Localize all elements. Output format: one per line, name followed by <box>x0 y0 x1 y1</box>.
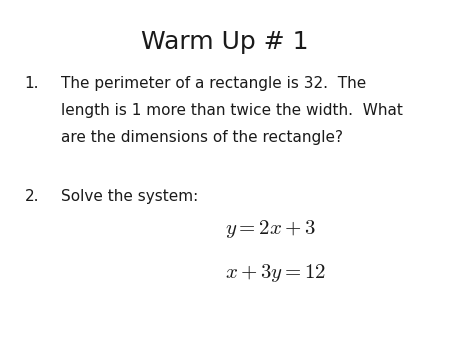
Text: $x + 3y = 12$: $x + 3y = 12$ <box>225 262 326 284</box>
Text: $y = 2x + 3$: $y = 2x + 3$ <box>225 218 316 240</box>
Text: The perimeter of a rectangle is 32.  The: The perimeter of a rectangle is 32. The <box>61 76 366 91</box>
Text: are the dimensions of the rectangle?: are the dimensions of the rectangle? <box>61 130 343 145</box>
Text: length is 1 more than twice the width.  What: length is 1 more than twice the width. W… <box>61 103 403 118</box>
Text: 2.: 2. <box>25 189 39 204</box>
Text: Warm Up # 1: Warm Up # 1 <box>141 30 309 54</box>
Text: 1.: 1. <box>25 76 39 91</box>
Text: Solve the system:: Solve the system: <box>61 189 198 204</box>
